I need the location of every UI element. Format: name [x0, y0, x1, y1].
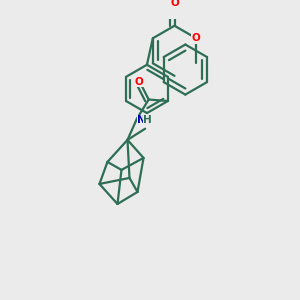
Text: O: O — [170, 0, 179, 8]
Text: O: O — [192, 33, 201, 43]
Text: O: O — [135, 77, 144, 87]
Text: H: H — [143, 115, 152, 125]
Text: N: N — [137, 115, 146, 125]
